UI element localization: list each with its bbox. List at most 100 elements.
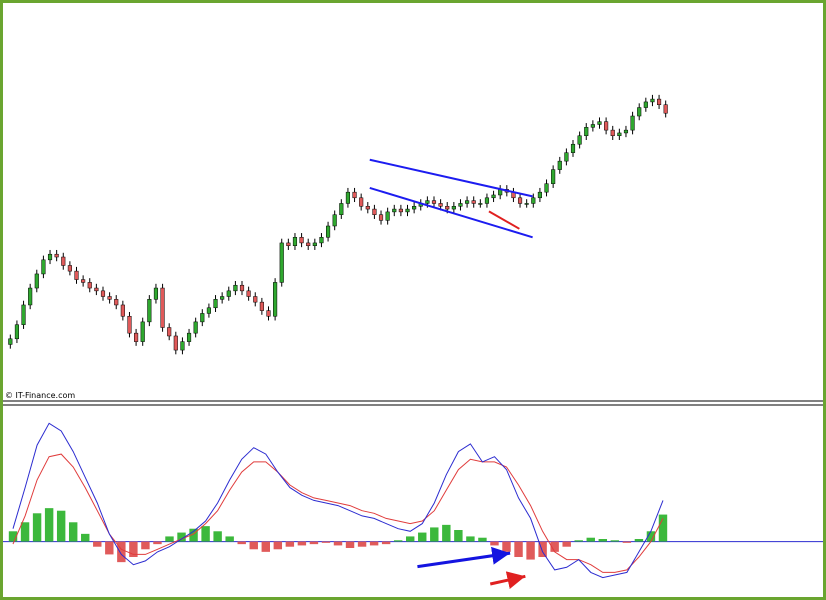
candle-up bbox=[650, 98, 655, 103]
candle-up bbox=[220, 296, 225, 300]
candle-down bbox=[246, 290, 251, 297]
candle-up bbox=[425, 200, 430, 204]
histogram-bar-positive bbox=[44, 508, 54, 542]
candle-down bbox=[259, 301, 264, 311]
histogram-bar-positive bbox=[225, 536, 234, 542]
candle-down bbox=[74, 270, 79, 280]
histogram-bar-negative bbox=[514, 541, 523, 557]
candle-down bbox=[120, 304, 125, 317]
candle-up bbox=[412, 206, 417, 210]
candle-up bbox=[590, 124, 595, 128]
histogram-bar-negative bbox=[562, 541, 571, 547]
candle-down bbox=[306, 242, 311, 246]
candle-up bbox=[339, 203, 344, 215]
macd-rising-trend-arrow bbox=[417, 546, 511, 569]
low-trend-line bbox=[488, 210, 520, 230]
histogram-bar-positive bbox=[68, 522, 78, 542]
candle-up bbox=[577, 135, 582, 145]
candle-down bbox=[365, 206, 370, 210]
candle-up bbox=[637, 107, 642, 117]
candle-down bbox=[81, 279, 86, 283]
candle-down bbox=[445, 206, 450, 210]
candle-down bbox=[167, 327, 172, 337]
candle-up bbox=[34, 273, 39, 289]
histogram-bar-negative bbox=[490, 541, 499, 546]
candle-up bbox=[478, 203, 483, 205]
histogram-bar-positive bbox=[610, 540, 620, 542]
candle-up bbox=[630, 115, 635, 131]
candle-up bbox=[47, 253, 53, 261]
histogram-bar-positive bbox=[177, 532, 186, 542]
histogram-bar-negative bbox=[93, 541, 102, 547]
histogram-bar-negative bbox=[153, 541, 162, 545]
histogram-bar-negative bbox=[381, 541, 391, 545]
candle-down bbox=[107, 296, 112, 300]
candle-up bbox=[8, 338, 13, 345]
candle-down bbox=[431, 200, 437, 204]
candle-down bbox=[173, 335, 178, 351]
candle-up bbox=[153, 287, 159, 300]
histogram-bar-negative bbox=[369, 541, 379, 546]
candle-up bbox=[345, 191, 351, 204]
candle-up bbox=[623, 129, 629, 134]
candle-down bbox=[372, 208, 377, 215]
candle-down bbox=[398, 208, 403, 213]
histogram-bar-negative bbox=[261, 541, 270, 552]
histogram-bar-positive bbox=[466, 536, 475, 542]
candle-down bbox=[134, 332, 139, 342]
candle-down bbox=[94, 287, 99, 292]
candle-up bbox=[570, 143, 576, 153]
histogram-bar-positive bbox=[213, 531, 222, 542]
histogram-bar-positive bbox=[430, 527, 439, 542]
histogram-bar-positive bbox=[586, 537, 595, 542]
histogram-bar-positive bbox=[646, 531, 656, 542]
histogram-bar-positive bbox=[634, 539, 644, 542]
candle-up bbox=[28, 287, 33, 306]
histogram-bar-negative bbox=[345, 541, 355, 548]
candle-up bbox=[312, 242, 317, 246]
histogram-bar-negative bbox=[129, 541, 138, 557]
candle-up bbox=[186, 332, 192, 342]
candle-down bbox=[87, 282, 92, 289]
histogram-bar-negative bbox=[309, 541, 319, 545]
histogram-bar-positive bbox=[81, 533, 90, 542]
histogram-bar-positive bbox=[658, 514, 668, 542]
candle-up bbox=[180, 341, 185, 351]
histogram-bar-positive bbox=[574, 540, 583, 542]
histogram-bar-negative bbox=[105, 541, 114, 555]
histogram-bar-negative bbox=[550, 541, 559, 552]
histogram-bar-positive bbox=[418, 532, 427, 542]
candle-down bbox=[656, 98, 662, 105]
candle-up bbox=[140, 321, 145, 342]
candle-up bbox=[200, 313, 205, 323]
candle-up bbox=[392, 208, 397, 213]
candle-up bbox=[325, 225, 331, 238]
candle-up bbox=[484, 197, 490, 204]
histogram-bar-negative bbox=[117, 541, 126, 563]
candle-up bbox=[491, 194, 496, 199]
candle-down bbox=[299, 237, 304, 244]
candle-up bbox=[405, 208, 410, 213]
candle-down bbox=[604, 121, 609, 131]
candle-up bbox=[273, 282, 278, 317]
candle-up bbox=[14, 324, 20, 340]
channel-upper-line bbox=[369, 158, 533, 198]
candle-up bbox=[544, 183, 549, 193]
candle-down bbox=[127, 315, 132, 334]
histogram-bar-positive bbox=[165, 536, 174, 542]
macd-line bbox=[12, 422, 664, 579]
histogram-bar-negative bbox=[538, 541, 547, 557]
histogram-bar-negative bbox=[285, 541, 295, 547]
histogram-bar-positive bbox=[598, 539, 608, 542]
candle-down bbox=[352, 191, 357, 199]
candle-up bbox=[319, 237, 324, 244]
candle-down bbox=[239, 284, 245, 292]
histogram-bar-positive bbox=[393, 540, 403, 542]
chart-canvas bbox=[3, 94, 823, 589]
candle-up bbox=[292, 237, 298, 246]
candle-down bbox=[253, 296, 258, 303]
histogram-bar-positive bbox=[478, 537, 487, 542]
histogram-bar-positive bbox=[32, 513, 42, 542]
candle-up bbox=[551, 169, 556, 184]
candle-up bbox=[557, 160, 562, 170]
